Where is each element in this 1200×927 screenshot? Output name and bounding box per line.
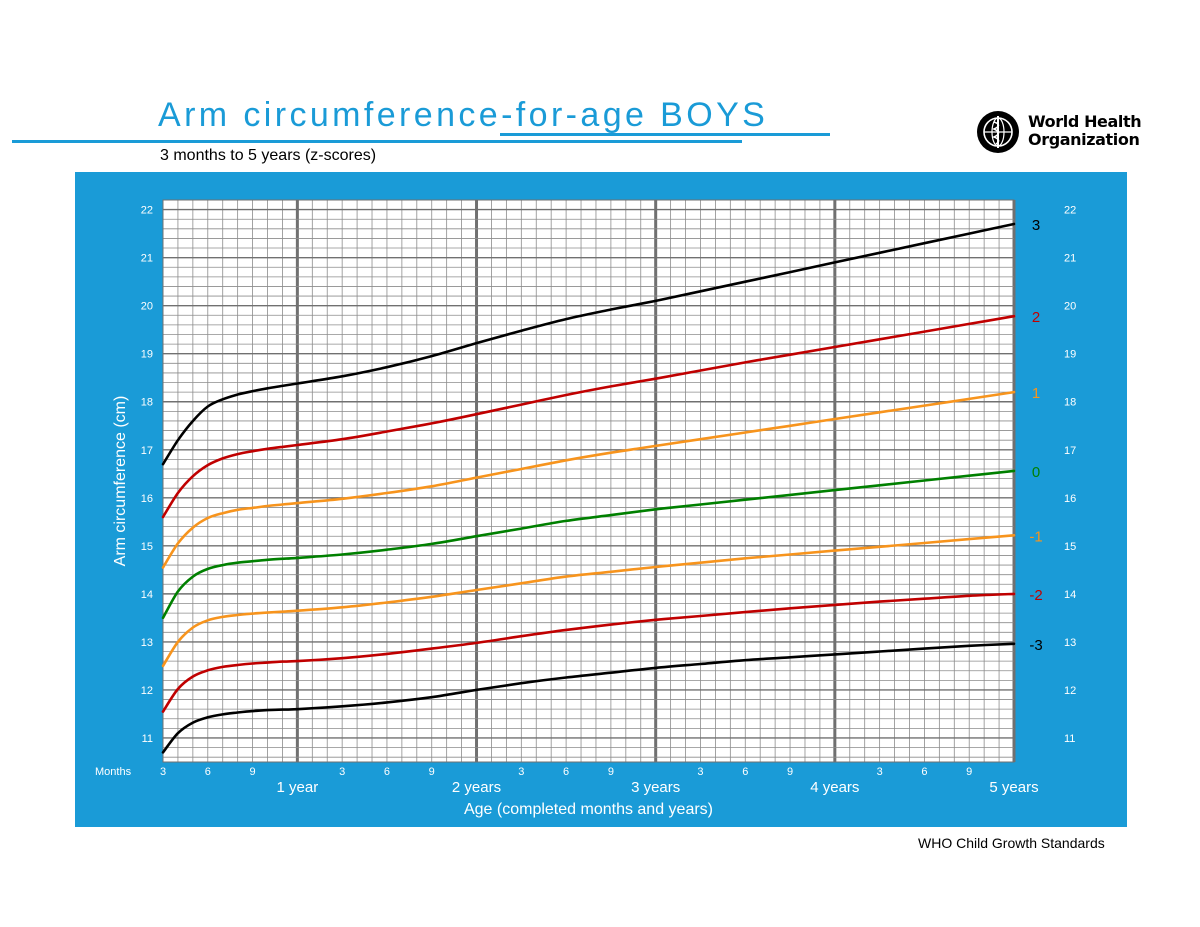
plot-border	[162, 199, 1015, 763]
page-subtitle: 3 months to 5 years (z-scores)	[160, 147, 377, 164]
series-line-z3	[161, 222, 1016, 466]
x-tick-label-month: 9	[429, 766, 435, 778]
y-tick-label-left: 14	[141, 589, 153, 601]
x-tick-label-year: 4 years	[810, 779, 859, 796]
x-tick-label-month: 6	[921, 766, 927, 778]
series-label-z-1: -1	[1029, 528, 1042, 545]
y-tick-label-right: 12	[1064, 685, 1076, 697]
x-tick-label-month: 6	[563, 766, 569, 778]
series-line-z1	[161, 390, 1016, 569]
series-label-z-3: -3	[1029, 637, 1042, 654]
y-tick-label-left: 22	[141, 205, 153, 217]
x-tick-label-month: 9	[608, 766, 614, 778]
y-tick-label-left: 16	[141, 493, 153, 505]
x-tick-label-month: 6	[742, 766, 748, 778]
x-tick-label-year: 2 years	[452, 779, 501, 796]
y-tick-label-left: 17	[141, 445, 153, 457]
series-line-z-1	[161, 534, 1016, 668]
series-line-z2	[161, 314, 1016, 519]
x-tick-label-month: 6	[205, 766, 211, 778]
y-tick-label-left: 15	[141, 541, 153, 553]
x-tick-label-month: 3	[160, 766, 166, 778]
series-label-z3: 3	[1032, 217, 1040, 234]
title-underline-right	[500, 133, 830, 136]
y-tick-label-left: 21	[141, 253, 153, 265]
y-tick-label-left: 18	[141, 397, 153, 409]
y-tick-label-left: 19	[141, 349, 153, 361]
page-title: Arm circumference-for-age BOYS	[158, 96, 769, 134]
y-tick-label-right: 22	[1064, 205, 1076, 217]
y-tick-label-left: 12	[141, 685, 153, 697]
x-tick-label-month: 6	[384, 766, 390, 778]
x-unit-label: Months	[95, 766, 132, 778]
y-tick-label-right: 17	[1064, 445, 1076, 457]
logo-line-1: World Health	[1028, 112, 1142, 131]
y-tick-label-right: 19	[1064, 349, 1076, 361]
y-tick-label-right: 13	[1064, 637, 1076, 649]
who-logo-text: World Health Organization	[1028, 112, 1142, 149]
x-tick-label-month: 3	[518, 766, 524, 778]
footer-text: WHO Child Growth Standards	[918, 835, 1105, 851]
x-tick-label-year: 1 year	[277, 779, 319, 796]
series-line-z-2	[161, 592, 1016, 713]
y-tick-label-right: 11	[1064, 733, 1075, 745]
series-label-z1: 1	[1032, 385, 1040, 402]
who-emblem-icon	[977, 111, 1019, 153]
series-label-z2: 2	[1032, 309, 1040, 326]
y-axis-title: Arm circumference (cm)	[112, 396, 129, 567]
x-tick-label-year: 5 years	[989, 779, 1038, 796]
y-tick-label-right: 21	[1064, 253, 1076, 265]
y-tick-label-left: 11	[142, 733, 153, 745]
grid	[162, 199, 1016, 763]
y-tick-label-right: 18	[1064, 397, 1076, 409]
y-tick-label-left: 20	[141, 301, 153, 313]
series-label-z0: 0	[1032, 464, 1040, 481]
y-tick-label-right: 16	[1064, 493, 1076, 505]
y-tick-label-right: 14	[1064, 589, 1076, 601]
series-label-z-2: -2	[1029, 587, 1042, 604]
y-tick-label-right: 20	[1064, 301, 1076, 313]
x-tick-label-year: 3 years	[631, 779, 680, 796]
x-axis-title: Age (completed months and years)	[464, 801, 713, 818]
x-tick-label-month: 3	[339, 766, 345, 778]
series-line-z-3	[161, 642, 1016, 754]
x-tick-label-month: 3	[877, 766, 883, 778]
y-tick-label-right: 15	[1064, 541, 1076, 553]
x-tick-label-month: 9	[787, 766, 793, 778]
series-lines	[161, 222, 1016, 754]
logo-line-2: Organization	[1028, 130, 1140, 149]
x-tick-label-month: 9	[966, 766, 972, 778]
y-tick-label-left: 13	[141, 637, 153, 649]
x-tick-label-month: 9	[250, 766, 256, 778]
series-line-z0	[161, 469, 1016, 620]
x-tick-label-month: 3	[697, 766, 703, 778]
plot-area	[163, 200, 1014, 762]
title-underline	[12, 140, 742, 143]
